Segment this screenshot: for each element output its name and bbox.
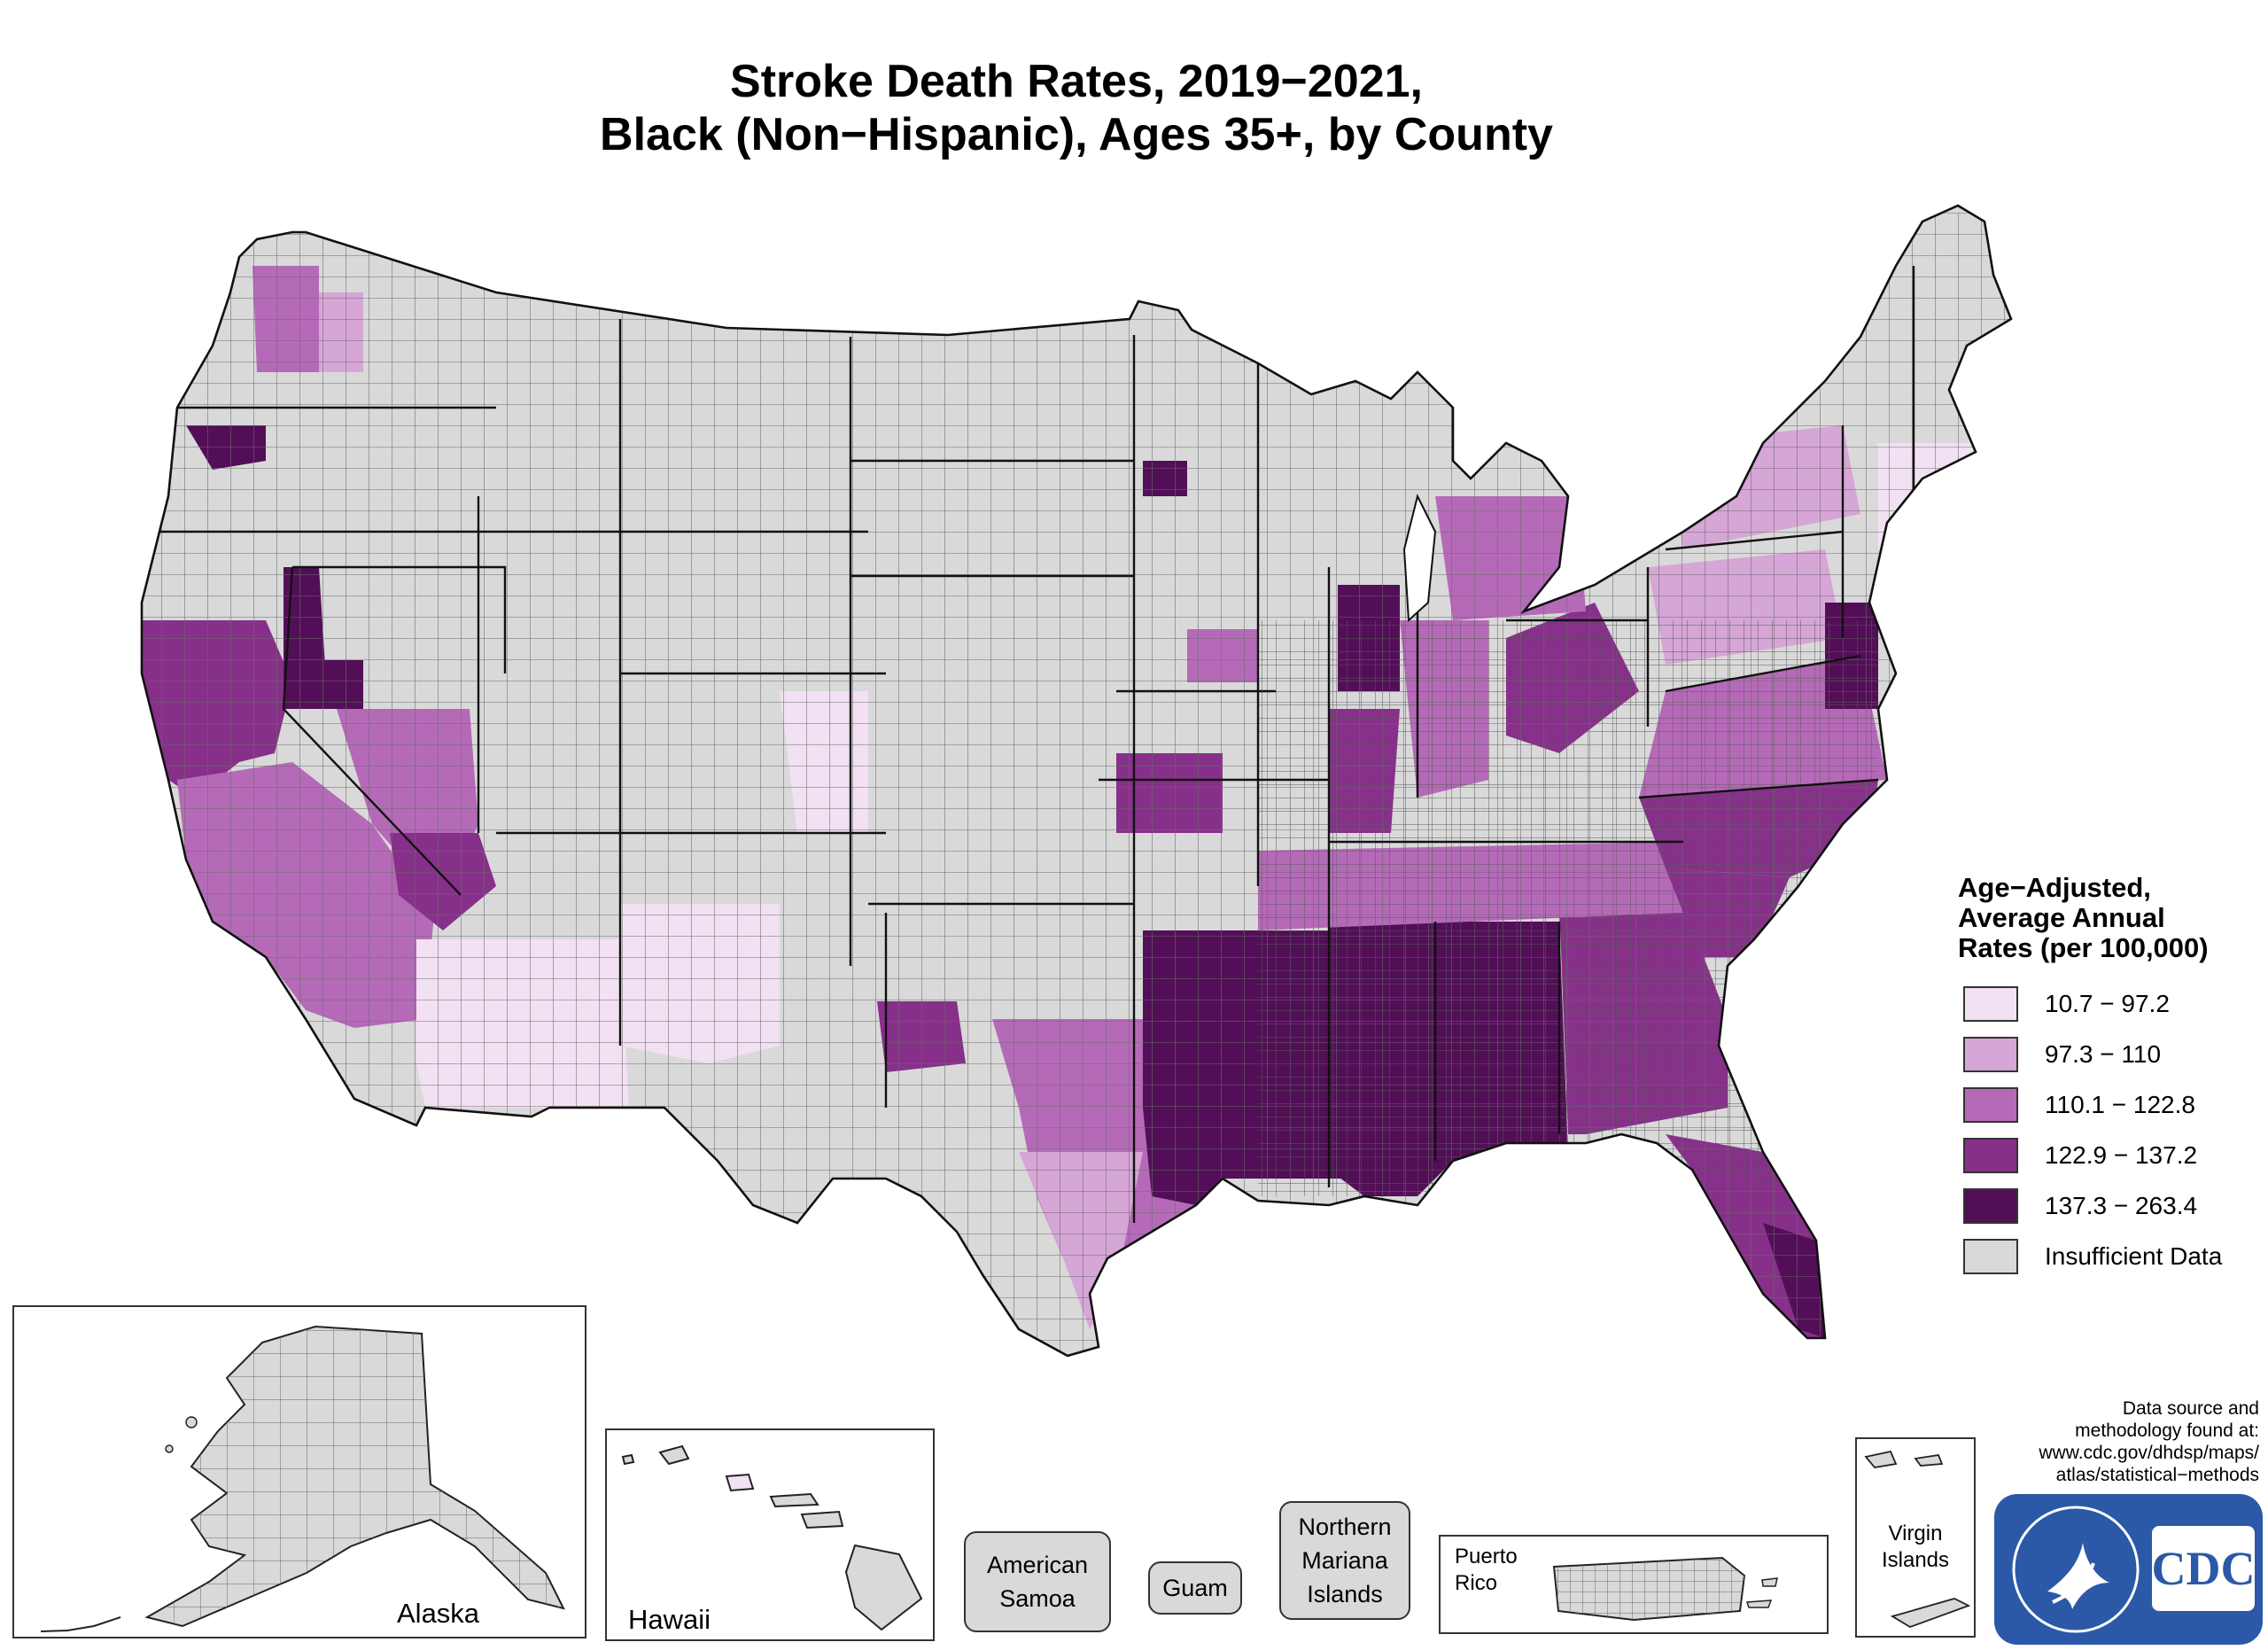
legend-swatch-5 [1963,1188,2018,1224]
cdc-mark [2152,1526,2255,1611]
northern-mariana-label-line2: Mariana [1301,1547,1388,1574]
source-line4: atlas/statistical−methods [2055,1465,2259,1485]
source-line1: Data source and [2122,1398,2259,1419]
state-borders [142,266,1915,1223]
legend-item-2: 97.3 − 110 [1958,1037,2259,1076]
virgin-islands-label: Virgin Islands [1857,1521,1974,1574]
american-samoa-box: American Samoa [964,1531,1111,1632]
legend-swatch-6 [1963,1239,2018,1274]
puerto-rico-label: Puerto Rico [1455,1544,1518,1597]
american-samoa-label-line1: American [986,1552,1089,1578]
virgin-islands-label-line2: Islands [1881,1548,1950,1572]
hhs-eagle-icon [2047,1543,2109,1609]
source-line3: www.cdc.gov/dhdsp/maps/ [2039,1443,2259,1463]
american-samoa-label-line2: Samoa [999,1585,1076,1612]
legend-item-6: Insufficient Data [1958,1239,2259,1278]
puerto-rico-map [1552,1556,1778,1622]
legend-label-3: 110.1 − 122.8 [2045,1091,2195,1118]
virgin-islands-label-line1: Virgin [1888,1522,1943,1545]
map-title-line2: Black (Non−Hispanic), Ages 35+, by Count… [600,109,1553,160]
alaska-inset: Alaska [12,1305,586,1638]
legend-label-5: 137.3 − 263.4 [2045,1192,2198,1219]
legend-label-1: 10.7 − 97.2 [2045,990,2170,1017]
legend-swatch-4 [1963,1138,2018,1173]
hhs-seal-ring [2012,1506,2140,1633]
virgin-islands-inset: Virgin Islands [1855,1437,1976,1638]
legend-item-5: 137.3 − 263.4 [1958,1188,2259,1227]
legend-item-3: 110.1 − 122.8 [1958,1087,2259,1126]
legend-title-line2: Average Annual [1958,902,2165,933]
data-source-note: Data source and methodology found at: ww… [2039,1397,2259,1486]
legend: Age−Adjusted, Average Annual Rates (per … [1958,873,2259,1274]
puerto-rico-label-line1: Puerto [1455,1545,1518,1568]
legend-label-2: 97.3 − 110 [2045,1040,2162,1068]
puerto-rico-label-line2: Rico [1455,1571,1498,1595]
cdc-hhs-logo: CDC [1994,1494,2263,1645]
legend-item-4: 122.9 − 137.2 [1958,1138,2259,1177]
legend-title: Age−Adjusted, Average Annual Rates (per … [1958,873,2259,963]
us-outline [140,204,2013,1358]
alaska-label: Alaska [397,1598,480,1629]
northern-mariana-box: Northern Mariana Islands [1279,1501,1410,1620]
virgin-islands-map [1864,1450,1971,1628]
hawaii-map [621,1444,923,1631]
guam-box: Guam [1148,1561,1242,1615]
alaska-map [40,1325,565,1632]
legend-label-6: Insufficient Data [2045,1242,2223,1270]
hawaii-label: Hawaii [628,1604,711,1635]
source-line2: methodology found at: [2075,1420,2259,1441]
map-title: Stroke Death Rates, 2019−2021, Black (No… [0,55,2153,161]
northern-mariana-label-line1: Northern [1298,1514,1392,1540]
lake-michigan [1402,494,1437,623]
legend-label-4: 122.9 − 137.2 [2045,1141,2198,1169]
northern-mariana-label-line3: Islands [1307,1581,1383,1607]
legend-title-line3: Rates (per 100,000) [1958,932,2209,963]
legend-swatch-1 [1963,986,2018,1022]
hawaii-inset: Hawaii [605,1428,935,1641]
guam-label: Guam [1162,1575,1228,1601]
legend-swatch-3 [1963,1087,2018,1123]
puerto-rico-inset: Puerto Rico [1439,1535,1829,1634]
map-title-line1: Stroke Death Rates, 2019−2021, [730,56,1423,107]
legend-swatch-2 [1963,1037,2018,1072]
legend-title-line1: Age−Adjusted, [1958,872,2151,903]
legend-item-1: 10.7 − 97.2 [1958,986,2259,1025]
cdc-mark-text: CDC [2152,1542,2256,1595]
county-borders [142,213,2011,1356]
